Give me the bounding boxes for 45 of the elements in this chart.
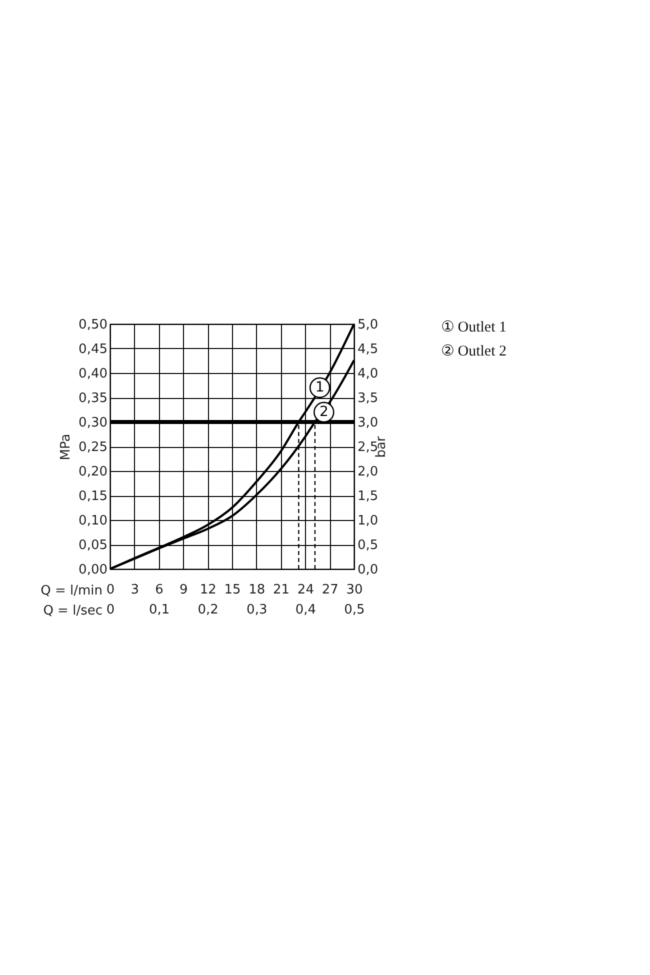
annotation: 2 (319, 404, 328, 420)
x-tick-label: 9 (180, 582, 188, 598)
y2-tick-label: 4,5 (358, 342, 378, 357)
x2-tick-label: 0,2 (198, 602, 218, 618)
y-axis-title: MPa (58, 434, 74, 460)
x-tick-label: 3 (130, 582, 140, 598)
x-axis-title: Q = l/min (40, 584, 102, 598)
x-tick-label: 30 (346, 582, 363, 598)
x-tick-label: 6 (155, 582, 164, 598)
x2-axis-title: Q = l/sec (43, 604, 102, 618)
y-tick-label: 0,00 (78, 562, 108, 578)
x2-tick-label: 0,4 (295, 602, 316, 618)
x-tick-label: 15 (224, 582, 241, 598)
y2-tick-label: 0,5 (358, 538, 378, 553)
y-tick-label: 0,15 (78, 489, 108, 504)
x-tick-label: 18 (248, 582, 266, 598)
y-tick-label: 0,45 (78, 342, 108, 357)
x-tick-label: 0 (106, 582, 115, 598)
x2-tick-label: 0,3 (246, 602, 268, 618)
y2-tick-label: 1,0 (358, 514, 378, 528)
y-tick-label: 0,30 (78, 416, 108, 430)
y2-tick-label: 2,0 (358, 464, 378, 480)
y-tick-label: 0,40 (78, 366, 108, 382)
x-tick-label: 12 (200, 582, 216, 598)
y2-tick-label: 1,5 (358, 489, 378, 504)
y2-tick-label: 4,0 (358, 366, 378, 382)
x-tick-label: 24 (297, 582, 314, 598)
y2-tick-label: 3,0 (358, 416, 378, 430)
y2-tick-label: 5,0 (358, 318, 378, 332)
x2-tick-label: 0,1 (148, 602, 170, 618)
y-tick-label: 0,25 (78, 440, 108, 455)
x2-tick-label: 0 (106, 602, 115, 618)
annotation: 1 (315, 380, 324, 396)
x2-tick-label: 0,5 (344, 602, 365, 618)
y-tick-label: 0,10 (78, 514, 108, 528)
y2-tick-label: 3,5 (358, 391, 378, 406)
y2-tick-label: 0,0 (358, 562, 378, 578)
x-tick-label: 27 (322, 582, 338, 598)
y-tick-label: 0,35 (78, 391, 108, 406)
y-tick-label: 0,50 (78, 318, 108, 332)
y-tick-label: 0,05 (78, 538, 108, 553)
x-tick-label: 21 (273, 582, 290, 598)
text: ② Outlet 2 (441, 344, 506, 360)
y-tick-label: 0,20 (78, 464, 108, 480)
text: ① Outlet 1 (441, 320, 506, 336)
